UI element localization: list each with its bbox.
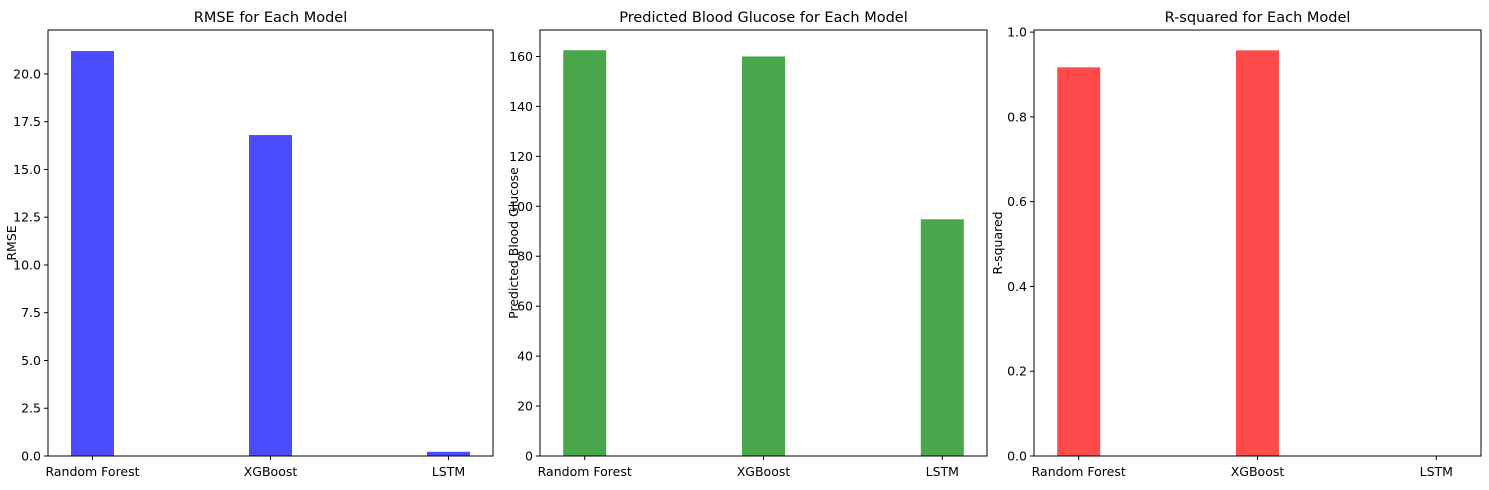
y-axis-label: Predicted Blood Glucose <box>506 167 521 319</box>
bar-random-forest <box>1057 67 1101 457</box>
y-tick-label: 20 <box>517 399 533 414</box>
y-tick-label: 12.5 <box>13 210 41 225</box>
bar-xgboost <box>249 135 292 456</box>
x-tick-label: XGBoost <box>737 464 791 479</box>
y-tick-label: 7.5 <box>21 305 41 320</box>
y-tick-label: 15.0 <box>13 162 41 177</box>
y-axis-label: RMSE <box>4 225 19 260</box>
bar-lstm <box>920 219 964 456</box>
x-tick-label: XGBoost <box>244 464 298 479</box>
y-tick-label: 0.4 <box>1007 279 1027 294</box>
y-tick-label: 120 <box>509 149 533 164</box>
y-tick-label: 0.6 <box>1007 194 1027 209</box>
y-tick-label: 10.0 <box>13 257 41 272</box>
bar-xgboost <box>742 56 785 456</box>
y-tick-label: 1.0 <box>1007 25 1027 40</box>
y-tick-label: 0 <box>525 449 533 464</box>
y-tick-label: 0.0 <box>1007 449 1027 464</box>
y-tick-label: 17.5 <box>13 114 41 129</box>
x-tick-label: Random Forest <box>1032 464 1126 479</box>
y-tick-label: 140 <box>509 99 533 114</box>
bar-random-forest <box>71 51 114 456</box>
y-tick-label: 20.0 <box>13 66 41 81</box>
y-tick-label: 80 <box>517 249 533 264</box>
x-tick-label: Random Forest <box>538 464 632 479</box>
y-tick-label: 0.2 <box>1007 364 1027 379</box>
x-tick-label: XGBoost <box>1231 464 1285 479</box>
chart-title: Predicted Blood Glucose for Each Model <box>619 10 908 26</box>
x-tick-label: LSTM <box>1420 464 1453 479</box>
y-tick-label: 0.0 <box>21 449 41 464</box>
y-tick-label: 0.8 <box>1007 109 1027 124</box>
y-tick-label: 5.0 <box>21 353 41 368</box>
bar-xgboost <box>1236 50 1279 457</box>
x-tick-label: Random Forest <box>45 464 139 479</box>
x-tick-label: LSTM <box>432 464 465 479</box>
chart-title: R-squared for Each Model <box>1165 10 1351 26</box>
bar-lstm <box>427 451 470 456</box>
x-tick-label: LSTM <box>926 464 959 479</box>
y-tick-label: 60 <box>517 299 533 314</box>
chart-panel-1: 0.0 2.5 5.0 7.5 10.0 12.5 15.0 17.5 20.0 Random F… <box>4 10 494 479</box>
chart-panel-2: 0 20 40 60 80 100 120 140 160 Random Forest XGBoos… <box>506 10 988 479</box>
y-axis-label: R-squared <box>990 211 1005 274</box>
y-tick-label: 2.5 <box>21 401 41 416</box>
y-tick-label: 40 <box>517 349 533 364</box>
bar-random-forest <box>563 50 607 457</box>
y-tick-label: 160 <box>509 49 533 64</box>
chart-panel-3: 0.0 0.2 0.4 0.6 0.8 1.0 Random Forest XGBoost LS… <box>990 10 1482 479</box>
chart-title: RMSE for Each Model <box>194 10 347 26</box>
y-tick-label: 100 <box>509 199 533 214</box>
